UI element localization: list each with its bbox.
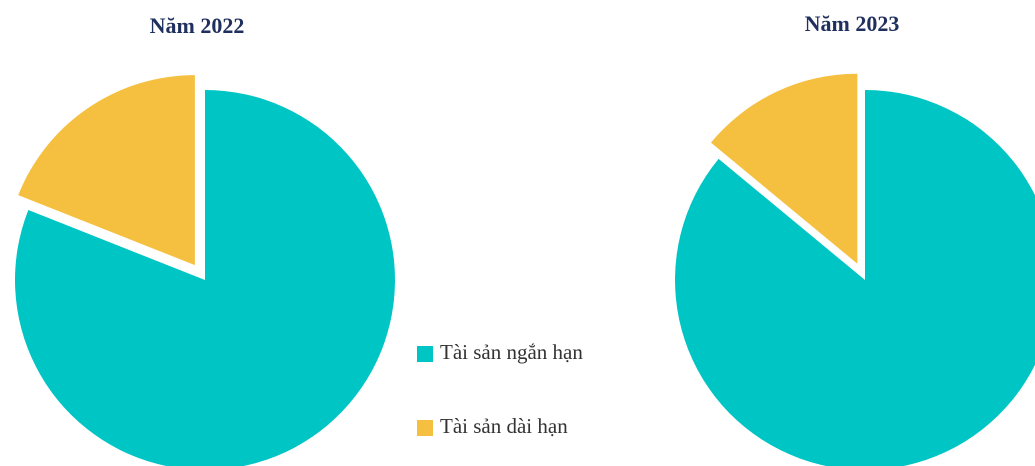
- pie-slice: [710, 73, 858, 264]
- legend-label: Tài sản ngắn hạn: [440, 340, 583, 364]
- chart-title: Năm 2022: [150, 13, 245, 38]
- legend-swatch: [417, 420, 433, 436]
- chart-title: Năm 2023: [805, 11, 900, 36]
- legend-label: Tài sản dài hạn: [440, 414, 568, 438]
- pie-slice: [18, 75, 195, 266]
- legend-swatch: [417, 346, 433, 362]
- pie-slice: [675, 90, 1035, 466]
- pie-slice: [15, 90, 395, 466]
